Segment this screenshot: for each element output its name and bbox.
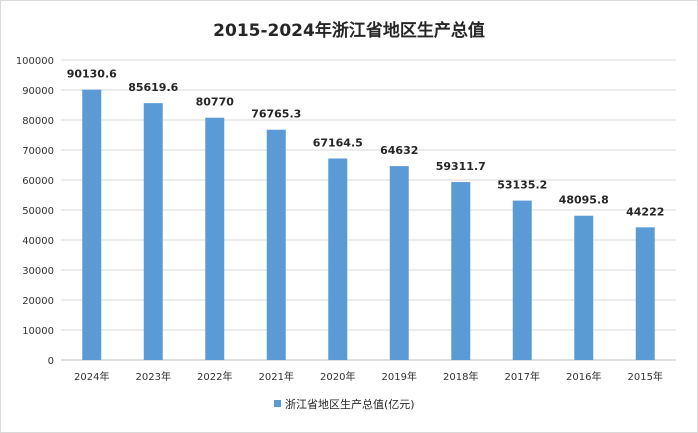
data-label: 64632 [380, 144, 418, 157]
bar-2024年 [82, 89, 102, 360]
bar-2022年 [205, 117, 225, 360]
data-label: 44222 [626, 205, 664, 218]
data-label: 59311.7 [436, 160, 486, 173]
data-label: 48095.8 [559, 194, 609, 207]
y-tick-label: 40000 [22, 236, 54, 247]
x-tick-label: 2022年 [197, 370, 232, 383]
x-tick-label: 2019年 [382, 370, 417, 383]
data-label: 90130.6 [67, 68, 117, 81]
x-tick-label: 2024年 [74, 370, 109, 383]
x-tick-label: 2015年 [628, 370, 663, 383]
bar-2019年 [389, 166, 409, 360]
y-tick-label: 80000 [22, 116, 54, 127]
gridlines [61, 59, 676, 361]
x-tick-label: 2016年 [566, 370, 601, 383]
x-tick-label: 2021年 [259, 370, 294, 383]
y-tick-label: 100000 [16, 56, 54, 67]
x-tick-label: 2023年 [136, 370, 171, 383]
data-label: 76765.3 [251, 108, 301, 121]
y-tick-label: 90000 [22, 86, 54, 97]
data-label: 67164.5 [313, 137, 363, 150]
data-label: 53135.2 [497, 179, 547, 192]
data-label: 80770 [196, 96, 235, 109]
x-tick-label: 2018年 [443, 370, 478, 383]
bar-2016年 [574, 215, 594, 360]
y-tick-label: 0 [48, 356, 54, 367]
x-axis-ticks: 2024年 2023年 2022年 2021年 2020年 2019年 2018年 2017年… [74, 370, 663, 383]
y-axis-ticks: 0 10000 20000 30000 40000 50000 60000 70000 8000… [16, 56, 54, 367]
y-tick-label: 20000 [22, 296, 54, 307]
bar-2020年 [328, 158, 348, 360]
y-tick-label: 60000 [22, 176, 54, 187]
bar-2023年 [143, 103, 163, 360]
chart-title: 2015-2024年浙江省地区生产总值 [213, 21, 485, 41]
x-tick-label: 2020年 [320, 370, 355, 383]
legend-label: 浙江省地区生产总值(亿元) [285, 397, 415, 411]
y-tick-label: 30000 [22, 266, 54, 277]
bar-2021年 [266, 129, 286, 360]
bar-2017年 [512, 200, 532, 360]
bar-2018年 [451, 182, 471, 360]
bars [82, 89, 655, 360]
legend: 浙江省地区生产总值(亿元) [274, 397, 415, 411]
y-tick-label: 50000 [22, 206, 54, 217]
y-tick-label: 10000 [22, 326, 54, 337]
bar-2015年 [635, 227, 655, 360]
data-label: 85619.6 [128, 81, 178, 94]
x-tick-label: 2017年 [505, 370, 540, 383]
legend-swatch [274, 400, 281, 407]
data-labels: 90130.6 85619.6 80770 76765.3 67164.5 64632 59… [67, 68, 665, 219]
y-tick-label: 70000 [22, 146, 54, 157]
